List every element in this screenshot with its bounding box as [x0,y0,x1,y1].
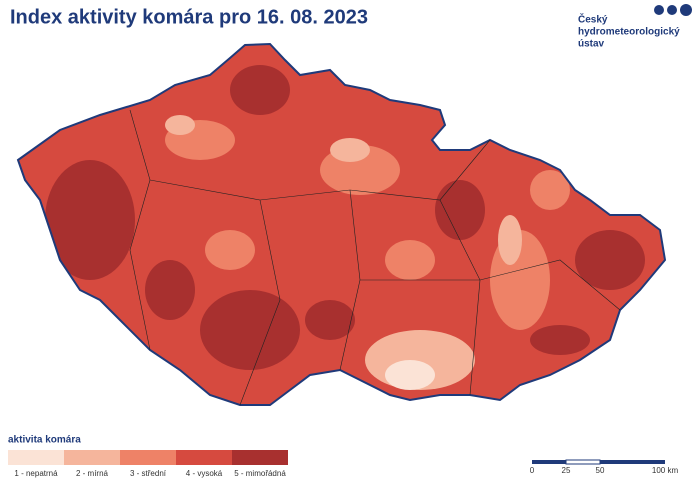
scale-segment [565,459,601,465]
scale-label: 100 km [652,466,679,475]
scale-segment [532,460,566,464]
logo-text: ústav [578,39,605,50]
map-area [18,44,665,405]
legend-title: aktivita komára [8,435,81,446]
legend-swatch [8,450,64,465]
legend-swatch [176,450,232,465]
legend-label: 5 - mimořádná [234,469,286,478]
legend: 1 - nepatrná 2 - mírná 3 - střední 4 - vyso… [8,450,288,478]
scale-label: 25 [562,466,571,475]
logo: Český hydrometeorologický ústav [578,4,692,50]
logo-dot [680,4,692,16]
legend-swatch [64,450,120,465]
logo-text: hydrometeorologický [578,27,680,38]
country-border [16,42,667,406]
scale-segment [600,460,665,464]
high-zones [45,65,645,370]
scale-label: 50 [596,466,605,475]
scale-bar: 0 25 50 100 km [530,459,679,475]
lowest-zones [385,360,435,390]
legend-swatch [120,450,176,465]
logo-dot [654,5,664,15]
map-title: Index aktivity komára pro 16. 08. 2023 [10,6,368,28]
legend-label: 3 - střední [130,469,167,478]
legend-label: 1 - nepatrná [14,469,58,478]
logo-text: Český [578,13,608,26]
scale-label: 0 [530,466,535,475]
legend-label: 2 - mírná [76,469,109,478]
legend-label: 4 - vysoká [186,469,223,478]
legend-swatch [232,450,288,465]
logo-dot [667,5,677,15]
region-borders [129,109,621,406]
